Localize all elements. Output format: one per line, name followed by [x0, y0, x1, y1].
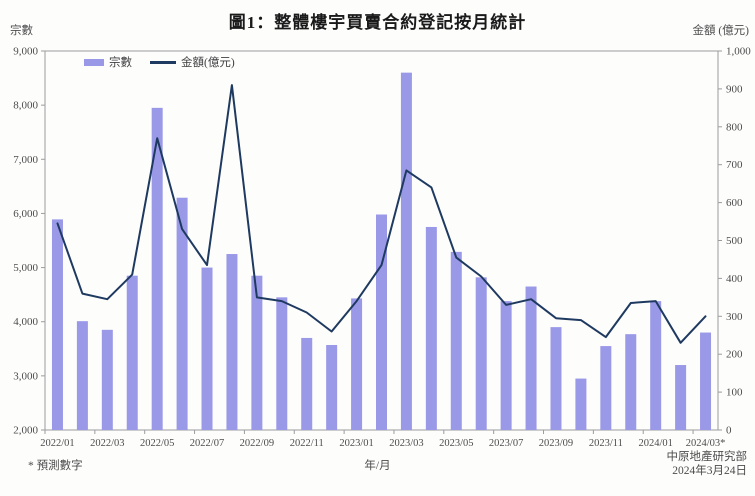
cases-bar — [675, 365, 687, 430]
cases-bar — [176, 197, 188, 430]
cases-bar — [400, 72, 412, 431]
left-axis-tick-label: 8,000 — [13, 100, 38, 112]
x-axis-title: 年/月 — [364, 460, 391, 472]
cases-bar — [550, 327, 562, 430]
cases-bar — [76, 321, 88, 430]
cases-bar — [301, 337, 313, 430]
x-axis-category-label: 2024/03* — [686, 438, 726, 449]
cases-bar — [126, 275, 138, 430]
right-axis-tick-label: 100 — [726, 387, 743, 399]
right-axis-tick-label: 900 — [726, 83, 743, 95]
cases-bar — [650, 301, 662, 430]
left-axis-tick-label: 2,000 — [13, 425, 38, 437]
x-axis-category-label: 2024/01 — [638, 438, 672, 449]
source-date: 2024年3月24日 — [672, 465, 747, 477]
amount-line-series — [56, 84, 707, 344]
chart-title: 圖1：整體樓宇買賣合約登記按月統計 — [228, 13, 527, 32]
cases-bar — [376, 214, 387, 430]
left-axis-tick-label: 4,000 — [13, 316, 38, 328]
left-axis-unit-label: 宗數 — [10, 25, 33, 37]
right-axis-tick-label: 800 — [726, 121, 743, 133]
right-axis: 0 100 200 300 400 500 600 700 800 900 1,000 — [718, 46, 751, 437]
left-axis: 2,000 3,000 4,000 5,000 6,000 7,000 8,000 9,000 — [13, 46, 45, 437]
cases-bar — [276, 297, 288, 430]
left-axis-tick-label: 9,000 — [13, 46, 38, 58]
x-axis-category-label: 2022/09 — [240, 438, 274, 449]
x-axis-category-label: 2023/01 — [339, 438, 373, 449]
cases-bar — [700, 332, 712, 430]
right-axis-tick-label: 1,000 — [726, 46, 751, 58]
left-axis-tick-label: 3,000 — [13, 370, 38, 382]
forecast-footnote: * 預測數字 — [28, 460, 83, 472]
x-axis-category-label: 2022/11 — [290, 438, 324, 449]
cases-bar — [51, 219, 63, 430]
cases-bar — [326, 344, 338, 430]
left-axis-tick-label: 5,000 — [13, 262, 38, 274]
cases-bar — [101, 329, 113, 430]
x-axis-category-label: 2023/03 — [389, 438, 423, 449]
right-axis-tick-label: 200 — [726, 349, 743, 361]
x-axis: 2022/01 2022/03 2022/05 2022/07 2022/09 2022/… — [40, 430, 725, 449]
cases-bar — [351, 298, 363, 430]
right-axis-unit-label: 金額 (億元) — [692, 25, 749, 37]
cases-bar — [625, 334, 637, 430]
bar-swatch-icon — [84, 58, 104, 66]
x-axis-category-label: 2022/01 — [40, 438, 74, 449]
legend-item-amount: 金額(億元) — [150, 54, 235, 70]
legend-amount-label: 金額(億元) — [181, 57, 235, 69]
x-axis-category-label: 2023/07 — [489, 438, 523, 449]
chart-legend: 宗數 金額(億元) — [84, 54, 235, 70]
right-axis-tick-label: 300 — [726, 311, 743, 323]
left-axis-tick-label: 7,000 — [13, 154, 38, 166]
legend-cases-label: 宗數 — [109, 57, 132, 69]
x-axis-category-label: 2023/09 — [539, 438, 573, 449]
cases-bar — [575, 378, 587, 430]
right-axis-tick-label: 400 — [726, 273, 743, 285]
cases-bar — [450, 251, 462, 430]
right-axis-tick-label: 600 — [726, 197, 743, 209]
cases-bar — [201, 267, 213, 430]
chart-plot-area: 2,000 3,000 4,000 5,000 6,000 7,000 8,000 9,000… — [13, 46, 751, 450]
x-axis-category-label: 2023/05 — [439, 438, 473, 449]
cases-bar — [151, 107, 163, 430]
x-axis-category-label: 2022/03 — [90, 438, 124, 449]
x-axis-category-label: 2022/05 — [140, 438, 174, 449]
x-axis-category-label: 2023/11 — [589, 438, 623, 449]
left-axis-tick-label: 6,000 — [13, 208, 38, 220]
cases-bar — [600, 346, 612, 430]
cases-bar — [500, 301, 512, 430]
cases-bar — [525, 286, 537, 430]
cases-bar — [226, 254, 238, 430]
cases-bar-series — [51, 72, 712, 431]
x-axis-category-label: 2022/07 — [190, 438, 224, 449]
right-axis-tick-label: 0 — [726, 425, 732, 437]
cases-bar — [425, 226, 437, 430]
cases-bar — [475, 277, 487, 430]
legend-item-cases: 宗數 — [84, 54, 132, 70]
source-block: 中原地產研究部 2024年3月24日 — [667, 450, 748, 478]
right-axis-tick-label: 700 — [726, 159, 743, 171]
right-axis-tick-label: 500 — [726, 235, 743, 247]
cases-bar — [251, 275, 263, 430]
line-swatch-icon — [150, 60, 176, 64]
source-name: 中原地產研究部 — [666, 451, 748, 463]
